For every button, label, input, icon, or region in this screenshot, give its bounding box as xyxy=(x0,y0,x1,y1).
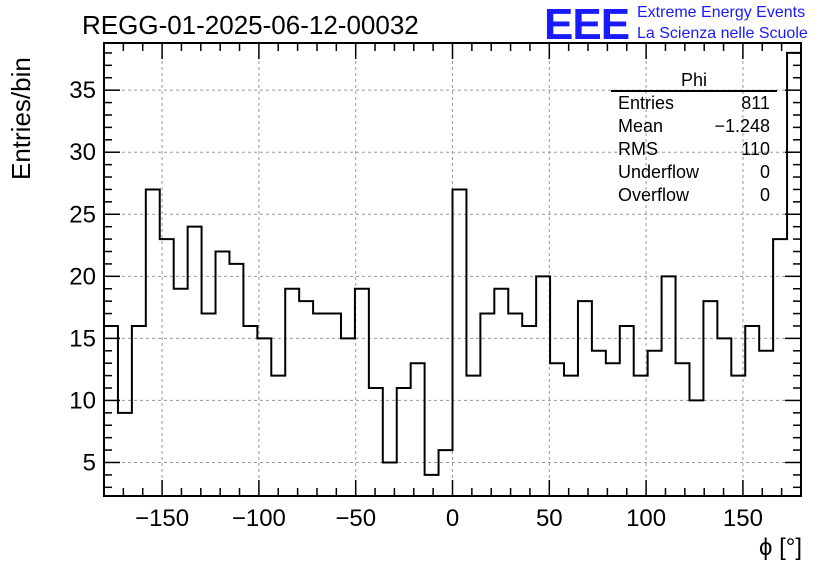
stats-box: Phi Entries 811 Mean −1.248 RMS 110 Underfl… xyxy=(611,70,777,207)
stats-row-entries: Entries 811 xyxy=(611,92,777,115)
y-tick-label: 35 xyxy=(69,77,96,104)
stats-label: Underflow xyxy=(618,162,700,182)
x-tick-label: −150 xyxy=(135,505,189,532)
stats-value: 0 xyxy=(759,162,770,182)
stats-name: Phi xyxy=(611,70,777,92)
x-tick-label: −50 xyxy=(335,505,376,532)
y-tick-label: 15 xyxy=(69,325,96,352)
stats-row-mean: Mean −1.248 xyxy=(611,115,777,138)
y-tick-label: 5 xyxy=(83,449,96,476)
stats-value: −1.248 xyxy=(714,116,770,136)
logo-subtitle-2: La Scienza nelle Scuole xyxy=(637,25,808,42)
x-tick-labels: −150 −100 −50 0 50 100 150 xyxy=(135,505,763,532)
stats-row-underflow: Underflow 0 xyxy=(611,161,777,184)
stats-value: 0 xyxy=(759,185,770,205)
x-tick-label: 0 xyxy=(446,505,459,532)
eee-logo: EEE xyxy=(544,0,630,49)
stats-value: 811 xyxy=(741,93,770,113)
axis-ticks xyxy=(104,43,801,496)
y-tick-label: 20 xyxy=(69,263,96,290)
y-tick-label: 25 xyxy=(69,201,96,228)
x-tick-label: 50 xyxy=(536,505,563,532)
y-axis-label: Entries/bin xyxy=(6,57,36,180)
y-tick-label: 30 xyxy=(69,139,96,166)
stats-label: Mean xyxy=(618,116,664,136)
x-axis-label: ϕ [°] xyxy=(758,534,802,561)
y-tick-label: 10 xyxy=(69,387,96,414)
stats-row-overflow: Overflow 0 xyxy=(611,184,777,207)
stats-value: 110 xyxy=(741,139,770,159)
histogram-line xyxy=(104,51,801,476)
stats-label: Overflow xyxy=(618,185,690,205)
x-tick-label: −100 xyxy=(232,505,286,532)
x-tick-label: 100 xyxy=(626,505,666,532)
stats-row-rms: RMS 110 xyxy=(611,138,777,161)
run-title: REGG-01-2025-06-12-00032 xyxy=(82,10,419,40)
x-tick-label: 150 xyxy=(723,505,763,532)
stats-label: RMS xyxy=(618,139,658,159)
y-tick-labels: 5 10 15 20 25 30 35 xyxy=(69,77,96,476)
stats-label: Entries xyxy=(618,93,675,113)
logo-subtitle-1: Extreme Energy Events xyxy=(637,4,806,21)
plot-frame xyxy=(103,42,802,497)
